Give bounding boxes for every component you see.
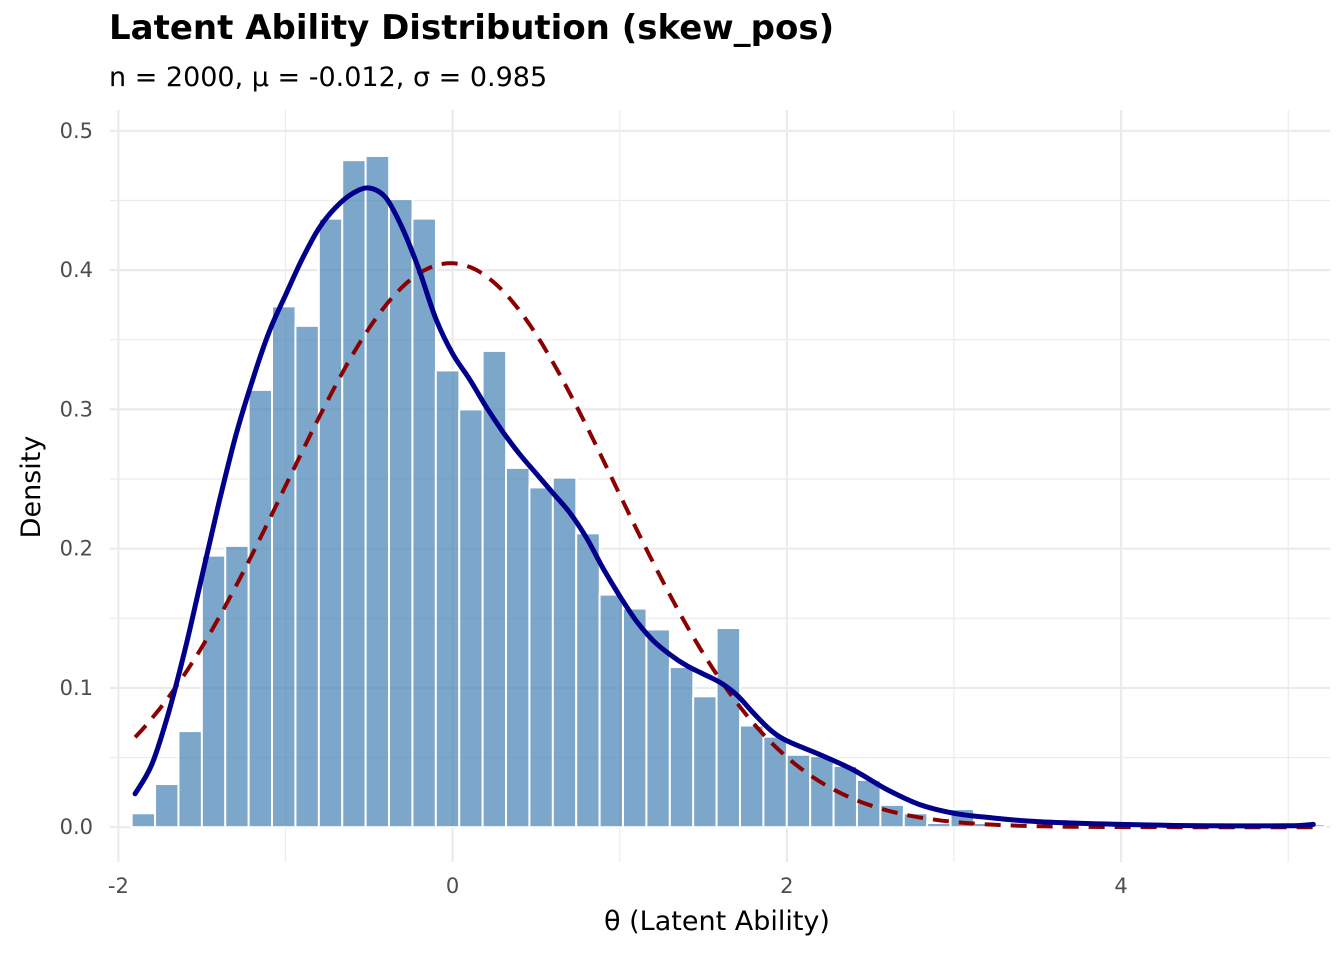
histogram-bar (200, 554, 227, 829)
histogram-bar (341, 159, 367, 829)
x-axis-label: θ (Latent Ability) (604, 906, 830, 937)
y-tick-label: 0.2 (60, 537, 93, 561)
histogram-bar (621, 607, 648, 829)
histogram-bar (809, 755, 835, 829)
y-tick-label: 0.0 (60, 815, 93, 839)
histogram-bar (294, 324, 320, 829)
histogram-bars (130, 154, 1327, 829)
y-tick-label: 0.4 (60, 258, 93, 282)
histogram-bar (154, 783, 180, 829)
x-axis: -2 0 2 4 (108, 874, 1128, 898)
histogram-bar (926, 822, 952, 829)
y-tick-label: 0.3 (60, 397, 93, 421)
histogram-bar (247, 388, 274, 829)
histogram-bar (738, 724, 765, 829)
histogram-bar (528, 486, 554, 829)
histogram-bar (762, 735, 788, 829)
histogram-bar (388, 198, 414, 829)
x-tick-label: -2 (108, 874, 129, 898)
y-axis: 0.0 0.1 0.2 0.3 0.4 0.5 (60, 119, 93, 839)
chart-title: Latent Ability Distribution (skew_pos) (109, 8, 835, 48)
histogram-bar (271, 305, 297, 829)
chart-subtitle: n = 2000, μ = -0.012, σ = 0.985 (109, 62, 548, 93)
histogram-bar (434, 369, 461, 829)
histogram-bar (645, 628, 671, 829)
histogram-bar (715, 627, 742, 829)
histogram-bar (458, 408, 484, 829)
x-tick-label: 4 (1114, 874, 1127, 898)
density-curves (132, 185, 1316, 830)
histogram-bar (224, 544, 250, 829)
histogram-bar (317, 217, 344, 829)
histogram-bar (504, 466, 531, 829)
histogram-bar (177, 730, 204, 829)
x-tick-label: 2 (780, 874, 793, 898)
y-tick-label: 0.1 (60, 676, 93, 700)
histogram-bar (364, 154, 391, 829)
histogram-bar (598, 593, 625, 829)
histogram-bar (130, 812, 157, 829)
histogram-bar (575, 532, 601, 829)
y-tick-label: 0.5 (60, 119, 93, 143)
histogram-bar (692, 695, 718, 829)
y-axis-label: Density (16, 436, 47, 539)
kde-density-curve (132, 185, 1316, 829)
histogram-bar (668, 666, 695, 829)
x-tick-label: 0 (446, 874, 459, 898)
histogram-bar (551, 476, 578, 829)
